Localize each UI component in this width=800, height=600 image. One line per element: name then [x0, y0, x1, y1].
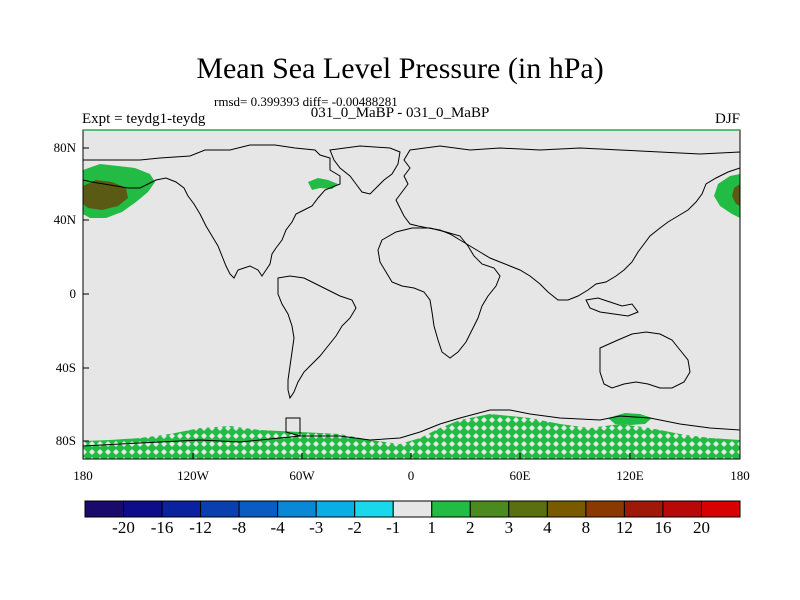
colorbar-label: 3	[504, 518, 514, 537]
colorbar-label: -3	[309, 518, 324, 537]
colorbar-swatch	[315, 500, 356, 518]
colorbar-swatch	[662, 500, 702, 518]
colorbar-label: 12	[615, 518, 633, 537]
lat-tick-label: 40N	[53, 212, 76, 227]
colorbar-swatch	[623, 500, 664, 518]
anomaly-core-north-pacific	[83, 180, 128, 210]
lat-tick-label: 0	[69, 286, 77, 301]
coastline-africa	[377, 227, 501, 359]
anomaly-fields	[83, 164, 740, 459]
colorbar-swatch	[123, 500, 163, 518]
coastline-eurasia	[395, 145, 740, 301]
coastline-greenland	[329, 145, 401, 195]
colorbar-swatch	[200, 500, 240, 518]
colorbar-swatch	[585, 500, 625, 518]
colorbar-swatch	[508, 500, 548, 518]
lat-tick-label: 80S	[55, 433, 76, 448]
lon-tick-label: 180	[730, 468, 750, 483]
anomaly-region-southern-ocean	[83, 414, 740, 459]
colorbar-swatch	[84, 500, 125, 518]
coastline-north-america	[83, 144, 341, 279]
lon-tick-label: 0	[407, 468, 415, 483]
lon-tick-label: 60W	[289, 468, 315, 483]
anomaly-region-northwest-pacific	[714, 174, 740, 218]
colorbar-label: 4	[543, 518, 552, 537]
colorbar-label: -4	[270, 518, 285, 537]
chart-title: Mean Sea Level Pressure (in hPa)	[196, 52, 604, 85]
colorbar-label: -12	[189, 518, 212, 537]
coastline-australia	[599, 331, 691, 389]
coastlines	[83, 144, 740, 447]
colorbar-label: 1	[427, 518, 437, 537]
colorbar-swatch	[354, 500, 394, 518]
map-background	[83, 130, 740, 459]
colorbar-swatch	[469, 500, 510, 518]
coastline-south-america	[277, 275, 357, 400]
colorbar-swatch	[431, 500, 471, 518]
stats-line: rmsd= 0.399393 diff= -0.00488281	[214, 94, 398, 109]
colorbar-label: -2	[347, 518, 362, 537]
colorbar-swatch	[238, 500, 279, 518]
lat-tick-label: 40S	[55, 360, 76, 375]
colorbar-label: -8	[232, 518, 247, 537]
lon-tick-label: 120W	[177, 468, 209, 483]
colorbar-label: 16	[654, 518, 672, 537]
colorbar-label: -1	[386, 518, 401, 537]
lon-tick-label: 60E	[509, 468, 531, 483]
colorbar-swatch	[161, 500, 202, 518]
lat-tick-label: 80N	[53, 140, 76, 155]
colorbar-swatch	[546, 500, 587, 518]
colorbar-label: 2	[466, 518, 475, 537]
anomaly-core-northwest-pacific	[732, 184, 740, 206]
experiment-label: Expt = teydg1-teydg	[82, 111, 206, 127]
case-label: 031_0_MaBP - 031_0_MaBP	[310, 105, 490, 121]
colorbar	[84, 500, 741, 518]
colorbar-label: -20	[112, 518, 135, 537]
anomaly-region-greenland	[308, 178, 338, 190]
colorbar-swatch	[700, 500, 741, 518]
colorbar-label: 20	[692, 518, 710, 537]
lon-tick-label: 120E	[616, 468, 644, 483]
coastline-indonesia	[585, 297, 639, 317]
colorbar-label: -16	[150, 518, 174, 537]
colorbar-swatch	[277, 500, 317, 518]
lon-tick-label: 180	[73, 468, 93, 483]
colorbar-label: 8	[581, 518, 591, 537]
coastline-antarctica	[83, 409, 740, 447]
colorbar-swatch	[392, 500, 433, 518]
axis-ticks	[82, 147, 741, 459]
season-label: DJF	[714, 111, 740, 127]
